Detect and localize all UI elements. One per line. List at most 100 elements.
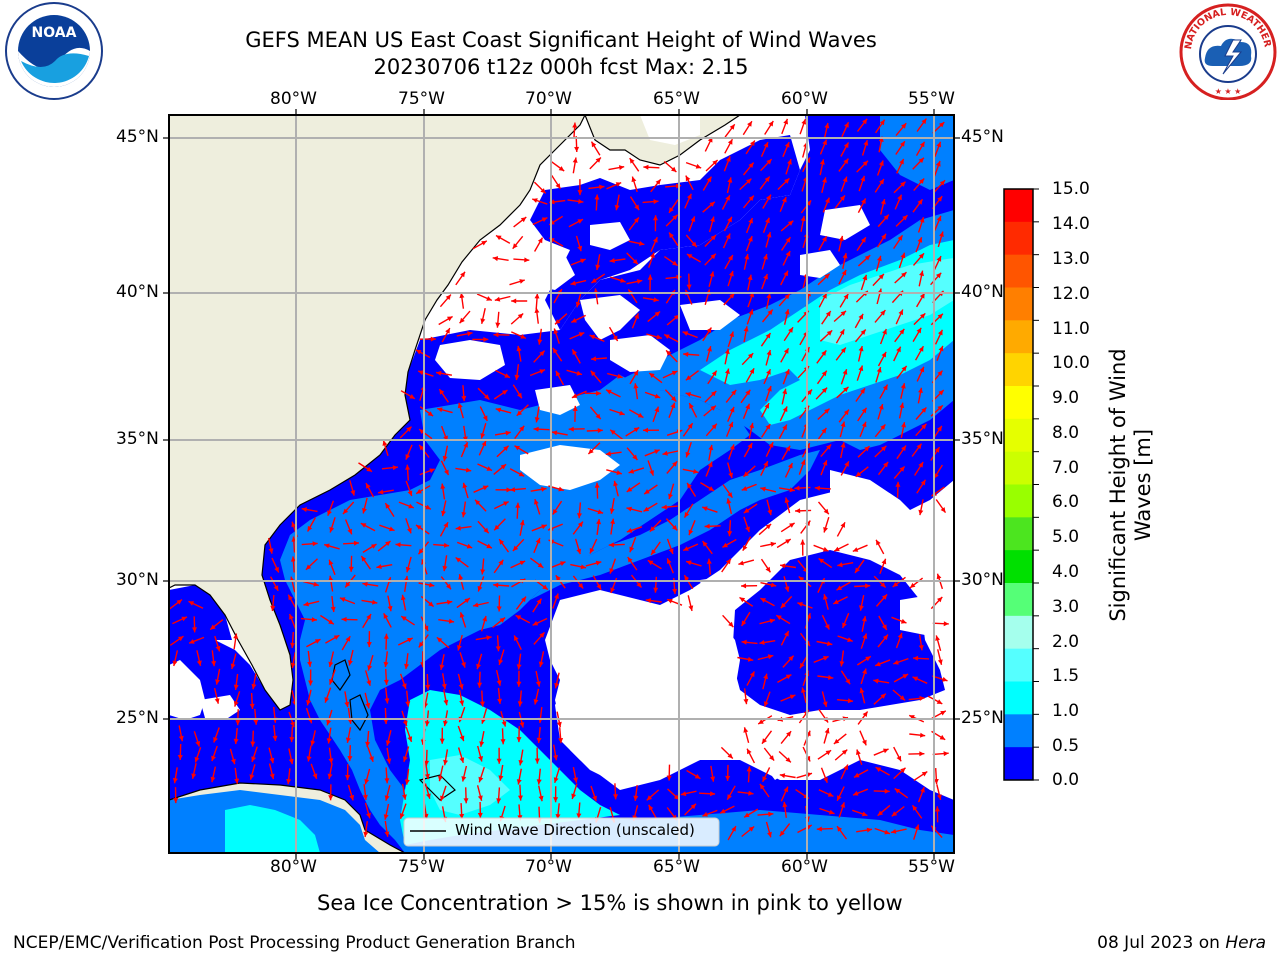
wave-direction-arrowhead	[727, 492, 733, 498]
wave-direction-arrowhead	[763, 274, 768, 280]
wave-direction-arrowhead	[686, 254, 693, 259]
wave-direction-arrowhead	[233, 684, 239, 690]
wave-direction-arrowhead	[448, 618, 455, 624]
wave-direction-arrowhead	[789, 694, 796, 700]
wave-direction-arrowhead	[875, 767, 882, 772]
wave-direction-arrowhead	[327, 773, 333, 779]
wave-direction-arrowhead	[457, 402, 463, 409]
wave-direction-arrowhead	[571, 793, 577, 799]
wave-direction-arrowhead	[785, 251, 791, 257]
wave-direction-arrowhead	[173, 798, 179, 804]
wave-direction-arrowhead	[327, 510, 332, 516]
wave-direction-arrowhead	[395, 542, 401, 548]
wave-direction-arrowhead	[749, 368, 755, 374]
wave-direction-arrowhead	[419, 444, 425, 451]
wave-direction-arrowhead	[844, 461, 849, 467]
wave-direction-arrowhead	[328, 661, 334, 667]
wave-direction-arrowhead	[783, 786, 788, 793]
wave-direction-arrowhead	[840, 442, 846, 448]
svg-text:★ ★ ★: ★ ★ ★	[1215, 87, 1242, 96]
colorbar-tick: 13.0	[1052, 249, 1090, 269]
wave-direction-arrowhead	[669, 232, 674, 239]
colorbar-segment	[1004, 386, 1033, 420]
wave-direction-arrowhead	[578, 199, 584, 204]
wave-direction-arrowhead	[789, 487, 795, 493]
wave-direction-arrowhead	[821, 427, 827, 434]
wave-direction-arrowhead	[402, 794, 407, 800]
wave-direction-arrowhead	[910, 582, 916, 588]
wave-direction-arrowhead	[921, 771, 928, 777]
wave-direction-arrowhead	[918, 253, 924, 259]
wave-direction-arrowhead	[499, 539, 505, 545]
wave-direction-arrowhead	[686, 284, 692, 290]
wave-direction-arrowhead	[936, 215, 942, 222]
wave-direction-arrowhead	[711, 391, 717, 397]
wave-direction-arrowhead	[749, 671, 755, 677]
wave-direction-arrowhead	[349, 794, 355, 801]
wave-direction-arrowhead	[514, 374, 520, 381]
footer-date: 08 Jul 2023 on Hera	[1097, 933, 1266, 953]
wave-direction-arrowhead	[596, 584, 602, 590]
wave-direction-arrowhead	[384, 831, 390, 837]
wave-direction-arrowhead	[626, 487, 633, 492]
wave-direction-arrowhead	[519, 560, 526, 566]
wave-direction-arrowhead	[900, 252, 906, 259]
wave-direction-arrowhead	[461, 395, 467, 402]
wave-direction-arrowhead	[361, 556, 367, 562]
wave-direction-arrowhead	[842, 622, 847, 628]
colorbar-tick: 2.0	[1052, 632, 1080, 652]
wave-direction-arrowhead	[425, 504, 431, 510]
lat-tick-left-45n: 45°N	[116, 127, 159, 147]
wave-direction-arrowhead	[576, 548, 582, 555]
wave-direction-arrowhead	[616, 470, 622, 475]
wave-direction-arrowhead	[535, 681, 541, 687]
wave-direction-arrowhead	[726, 156, 731, 162]
wave-direction-arrowhead	[784, 309, 790, 315]
wave-direction-arrowhead	[347, 528, 353, 535]
wave-direction-arrowhead	[384, 778, 390, 784]
wave-direction-arrowhead	[495, 646, 501, 652]
wave-direction-arrowhead	[534, 293, 540, 299]
wave-direction-arrowhead	[662, 450, 668, 456]
wave-direction-arrowhead	[702, 811, 708, 817]
wave-direction-arrowhead	[797, 602, 803, 607]
colorbar-segment	[1004, 418, 1033, 453]
wave-direction-arrowhead	[539, 632, 545, 638]
wave-direction-arrowhead	[919, 366, 925, 373]
wave-direction-arrowhead	[416, 489, 422, 494]
wave-direction-arrowhead	[517, 313, 524, 319]
lat-tick-left-25n: 25°N	[116, 708, 159, 728]
wave-direction-arrowhead	[728, 255, 733, 261]
wave-direction-arrowhead	[643, 506, 650, 512]
wave-direction-arrowhead	[672, 214, 678, 220]
wave-direction-arrowhead	[270, 605, 276, 611]
wave-direction-arrowhead	[762, 738, 767, 744]
wave-direction-arrowhead	[416, 349, 422, 355]
nws-logo: NATIONAL WEATHER SERVICE ★ ★ ★	[1177, 0, 1277, 100]
wave-direction-arrowhead	[937, 405, 943, 411]
wave-direction-arrowhead	[894, 788, 901, 794]
wave-direction-arrowhead	[608, 542, 614, 548]
wave-direction-arrowhead	[521, 596, 526, 603]
wave-direction-arrowhead	[459, 700, 465, 706]
wave-direction-arrowhead	[842, 369, 848, 375]
wave-direction-arrowhead	[178, 735, 184, 742]
wave-direction-arrowhead	[938, 329, 943, 336]
wave-direction-arrowhead	[479, 701, 485, 707]
wave-direction-arrowhead	[486, 543, 492, 549]
wave-direction-arrowhead	[837, 826, 843, 832]
wave-direction-arrowhead	[918, 387, 923, 393]
lat-tick-left-30n: 30°N	[116, 570, 159, 590]
wave-direction-arrowhead	[937, 659, 943, 665]
wave-direction-arrowhead	[517, 701, 523, 707]
map-plot-area	[169, 115, 954, 853]
footer-branch: NCEP/EMC/Verification Post Processing Pr…	[13, 933, 576, 953]
wave-direction-arrowhead	[798, 576, 805, 582]
wave-direction-arrowhead	[840, 347, 846, 353]
wave-direction-arrowhead	[251, 756, 256, 762]
wave-direction-arrowhead	[385, 740, 391, 746]
wave-direction-arrowhead	[365, 702, 371, 709]
wave-direction-arrowhead	[653, 587, 659, 593]
wave-direction-arrowhead	[573, 777, 578, 783]
wave-direction-arrowhead	[436, 370, 442, 376]
